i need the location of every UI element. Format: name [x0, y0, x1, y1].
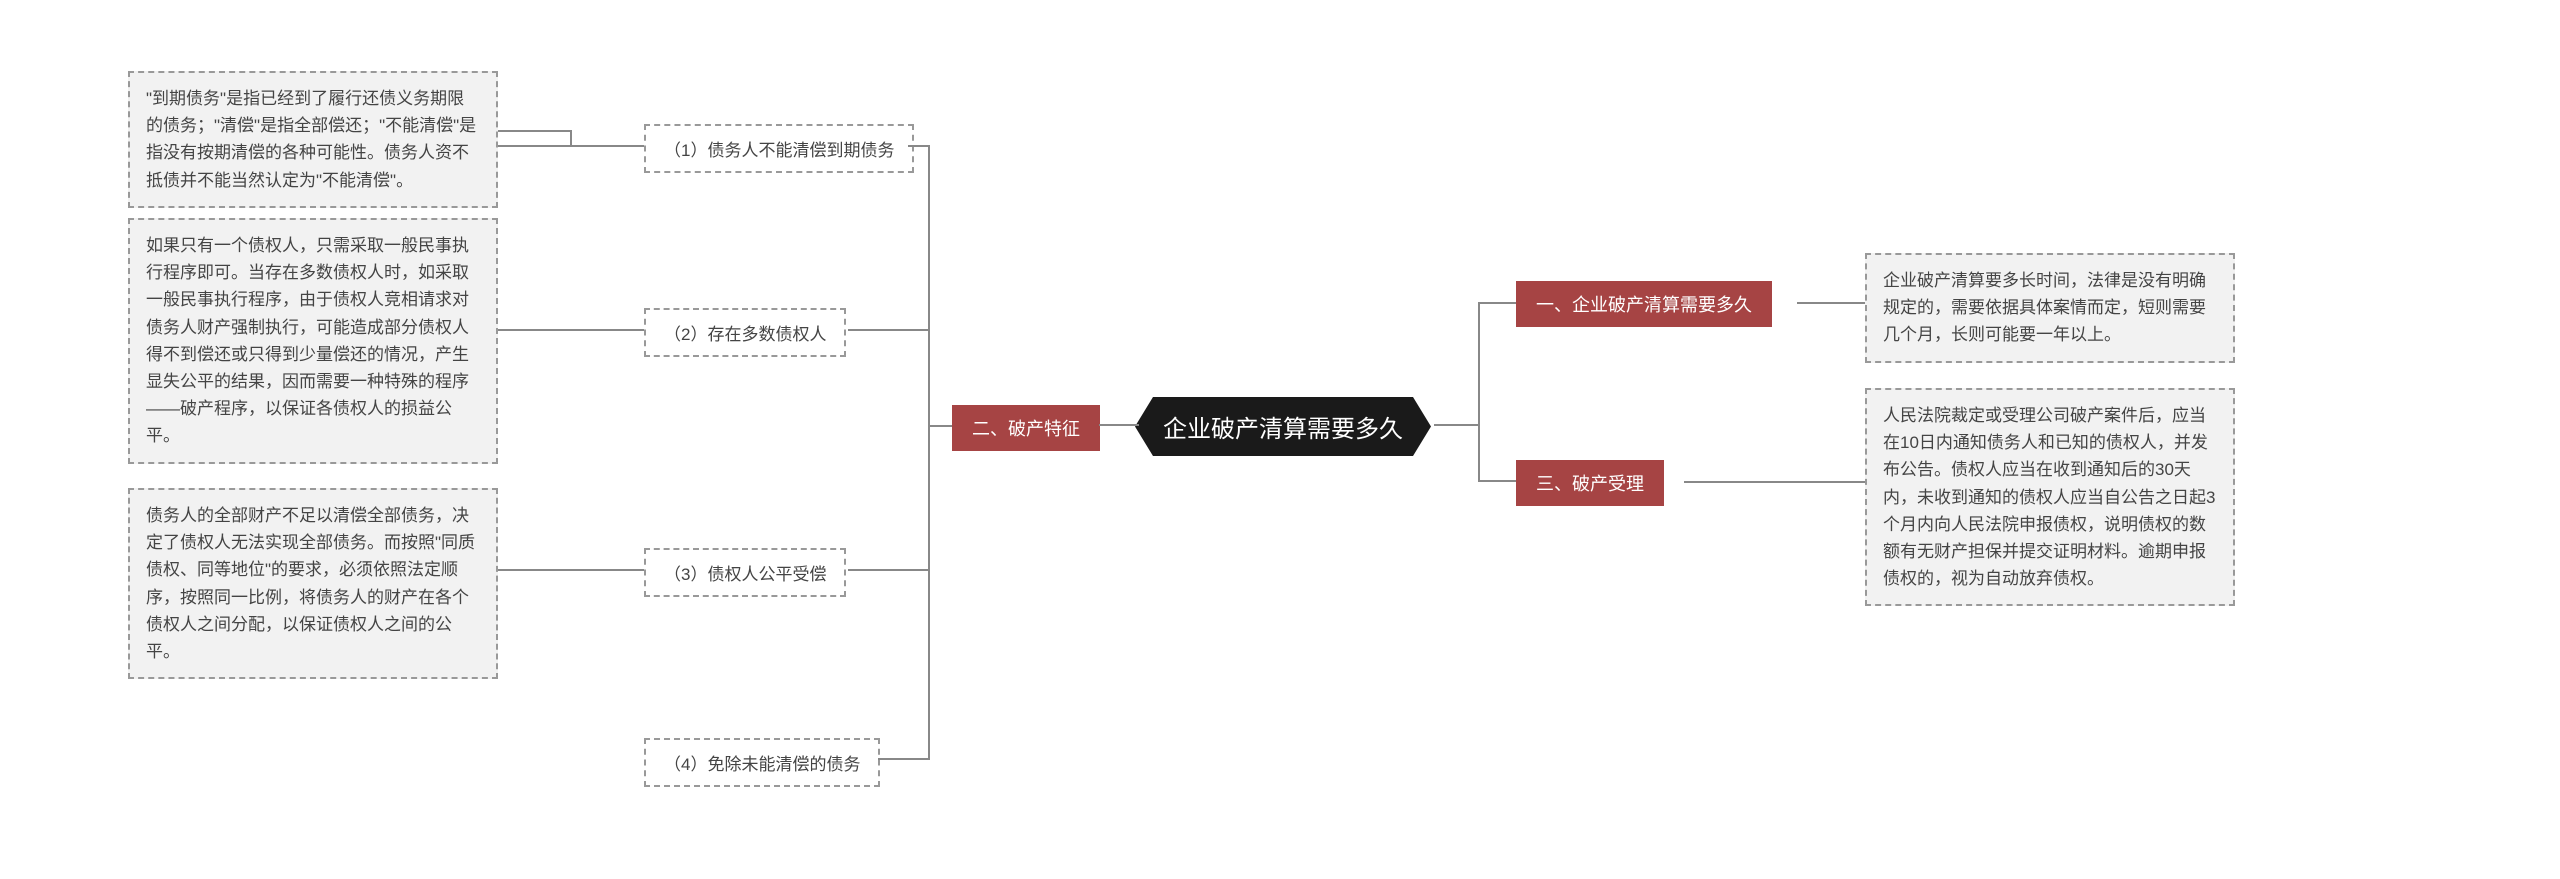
conn-s1-d1-h2: [498, 130, 570, 132]
conn-two-s1: [908, 145, 930, 147]
conn-three-desc: [1684, 481, 1865, 483]
conn-one-desc: [1797, 302, 1865, 304]
conn-s1-d1-v: [570, 130, 572, 147]
conn-two-left: [930, 425, 952, 427]
desc-d3: 债务人的全部财产不足以清偿全部债务，决定了债权人无法实现全部债务。而按照"同质债…: [128, 488, 498, 679]
conn-center-two: [1099, 424, 1139, 426]
conn-right-three: [1478, 480, 1516, 482]
conn-two-s3: [848, 569, 930, 571]
sub-s1: （1）债务人不能清偿到期债务: [644, 124, 914, 173]
branch-one: 一、企业破产清算需要多久: [1516, 281, 1772, 327]
conn-right-one: [1478, 302, 1516, 304]
conn-two-s2: [848, 329, 930, 331]
conn-two-v: [928, 145, 930, 760]
conn-two-s4: [878, 758, 930, 760]
branch-three: 三、破产受理: [1516, 460, 1664, 506]
desc-three: 人民法院裁定或受理公司破产案件后，应当在10日内通知债务人和已知的债权人，并发布…: [1865, 388, 2235, 606]
conn-s3-d3: [498, 569, 644, 571]
conn-right-v: [1478, 302, 1480, 482]
sub-s3: （3）债权人公平受偿: [644, 548, 846, 597]
desc-one: 企业破产清算要多长时间，法律是没有明确规定的，需要依据具体案情而定，短则需要几个…: [1865, 253, 2235, 363]
branch-two: 二、破产特征: [952, 405, 1100, 451]
sub-s2: （2）存在多数债权人: [644, 308, 846, 357]
conn-center-right: [1434, 424, 1478, 426]
conn-s2-d2: [498, 329, 644, 331]
center-node: 企业破产清算需要多久: [1135, 397, 1431, 456]
desc-d1: "到期债务"是指已经到了履行还债义务期限的债务；"清偿"是指全部偿还；"不能清偿…: [128, 71, 498, 208]
desc-d2: 如果只有一个债权人，只需采取一般民事执行程序即可。当存在多数债权人时，如采取一般…: [128, 218, 498, 464]
sub-s4: （4）免除未能清偿的债务: [644, 738, 880, 787]
